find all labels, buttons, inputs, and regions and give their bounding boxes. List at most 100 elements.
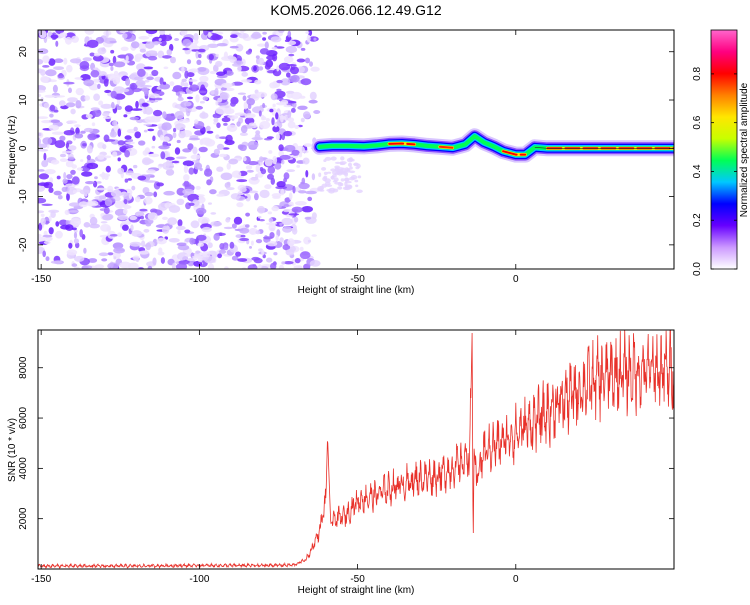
noise-blob xyxy=(178,118,191,123)
noise-blob xyxy=(125,172,137,176)
noise-blob xyxy=(181,78,187,83)
noise-blob xyxy=(288,100,297,104)
noise-blob xyxy=(270,262,277,269)
noise-blob xyxy=(237,258,248,262)
noise-blob xyxy=(117,157,121,162)
noise-blob xyxy=(105,165,111,173)
noise-blob xyxy=(116,98,121,106)
y-tick-label: 6000 xyxy=(18,406,29,429)
noise-blob xyxy=(124,53,134,61)
noise-blob xyxy=(171,262,176,269)
noise-blob xyxy=(198,146,208,153)
noise-blob xyxy=(276,88,282,92)
noise-blob xyxy=(144,192,154,197)
noise-blob xyxy=(229,241,235,249)
noise-blob xyxy=(198,196,204,200)
noise-blob xyxy=(92,78,100,83)
noise-blob xyxy=(287,40,297,46)
noise-blob xyxy=(269,108,274,113)
noise-blob xyxy=(68,210,80,213)
noise-blob xyxy=(203,30,209,36)
colorbar-tick-label: 0.2 xyxy=(692,213,703,227)
noise-blob xyxy=(275,185,288,190)
noise-blob xyxy=(49,104,56,112)
noise-blob xyxy=(288,192,293,201)
noise-blob xyxy=(186,59,192,65)
noise-blob xyxy=(59,219,68,226)
noise-blob xyxy=(113,256,117,260)
noise-blob xyxy=(234,112,247,116)
noise-blob xyxy=(134,196,141,203)
noise-blob xyxy=(85,113,93,119)
noise-blob xyxy=(275,133,281,141)
colorbar-label: Normalized spectral amplitude xyxy=(739,82,750,217)
noise-blob xyxy=(98,71,107,77)
noise-blob xyxy=(147,128,155,132)
noise-blob xyxy=(287,30,292,38)
x-tick-label: 0 xyxy=(513,274,519,285)
noise-blob xyxy=(113,61,126,68)
noise-blob xyxy=(54,140,66,149)
noise-blob xyxy=(157,251,165,256)
noise-blob xyxy=(261,249,265,256)
noise-blob xyxy=(151,69,159,77)
noise-blob xyxy=(326,171,332,174)
noise-blob xyxy=(92,54,104,62)
noise-blob xyxy=(50,159,60,165)
noise-blob xyxy=(144,116,156,123)
noise-blob xyxy=(140,215,145,220)
y-tick-label: 8000 xyxy=(18,356,29,379)
noise-blob xyxy=(276,65,280,72)
noise-blob xyxy=(163,190,175,196)
noise-blob xyxy=(143,66,154,70)
noise-blob xyxy=(74,133,84,139)
noise-blob xyxy=(216,43,228,47)
noise-blob xyxy=(54,58,64,63)
noise-blob xyxy=(156,237,167,245)
noise-blob xyxy=(174,147,181,155)
noise-blob xyxy=(152,135,156,142)
noise-blob xyxy=(176,252,189,261)
noise-blob xyxy=(105,30,109,39)
noise-blob xyxy=(252,106,264,114)
noise-blob xyxy=(230,101,236,107)
noise-blob xyxy=(344,177,350,182)
noise-blob xyxy=(195,105,203,110)
noise-blob xyxy=(162,81,167,85)
noise-blob xyxy=(308,99,318,104)
noise-blob xyxy=(255,239,263,244)
noise-blob xyxy=(235,234,243,239)
snr-background xyxy=(38,330,674,569)
noise-blob xyxy=(304,57,311,64)
noise-blob xyxy=(186,72,195,78)
noise-blob xyxy=(259,156,264,163)
noise-blob xyxy=(285,45,298,54)
noise-blob xyxy=(117,167,125,175)
noise-blob xyxy=(88,258,98,263)
noise-blob xyxy=(332,170,338,175)
noise-blob xyxy=(291,149,300,156)
noise-blob xyxy=(239,237,250,242)
noise-blob xyxy=(75,100,82,109)
noise-blob xyxy=(107,185,114,193)
noise-blob xyxy=(274,162,282,170)
snr-x-axis-label: Height of straight line (km) xyxy=(298,585,415,596)
noise-blob xyxy=(328,187,336,192)
noise-blob xyxy=(79,189,91,195)
noise-blob xyxy=(311,173,316,181)
noise-blob xyxy=(260,266,269,269)
noise-blob xyxy=(310,66,320,72)
noise-blob xyxy=(78,201,89,208)
noise-blob xyxy=(175,91,180,96)
noise-blob xyxy=(309,260,321,267)
noise-blob xyxy=(284,39,290,42)
noise-blob xyxy=(40,75,49,83)
colorbar-gradient xyxy=(711,30,737,269)
noise-blob xyxy=(138,42,147,51)
noise-blob xyxy=(138,250,150,255)
noise-blob xyxy=(291,107,296,113)
noise-blob xyxy=(183,82,189,88)
noise-blob xyxy=(300,78,312,86)
noise-blob xyxy=(245,212,251,217)
